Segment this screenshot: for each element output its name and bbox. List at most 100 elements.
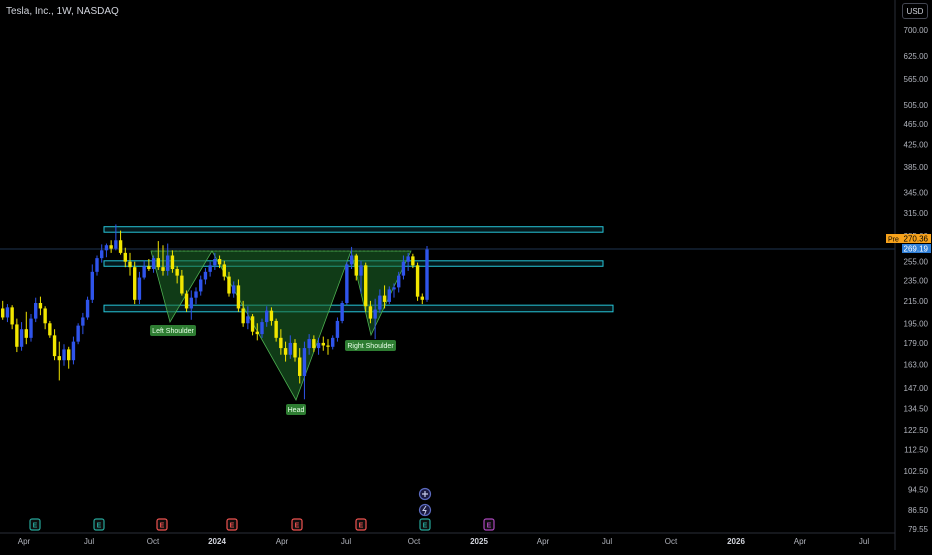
earnings-marker[interactable]: E <box>226 518 238 531</box>
candle <box>420 293 424 305</box>
earnings-marker[interactable]: E <box>29 518 41 531</box>
earnings-marker[interactable]: E <box>355 518 367 531</box>
candle <box>368 300 373 324</box>
candle <box>5 304 10 323</box>
earnings-marker[interactable]: E <box>93 518 105 531</box>
candle <box>331 335 335 350</box>
candles <box>1 224 429 400</box>
pre-price-badge: Pre 270.36 <box>886 234 931 244</box>
candle <box>189 290 193 320</box>
candle <box>71 336 76 365</box>
candle <box>109 240 113 253</box>
earnings-marker[interactable]: E <box>291 518 303 531</box>
earnings-marker[interactable]: E <box>483 518 495 531</box>
time-tick-label: Apr <box>18 537 31 546</box>
candle <box>62 344 66 366</box>
earnings-marker[interactable]: E <box>419 518 431 531</box>
currency-button[interactable]: USD <box>902 3 928 19</box>
earnings-label: E <box>33 523 38 530</box>
candle <box>147 259 151 271</box>
candle <box>114 224 118 251</box>
candle <box>166 243 170 276</box>
time-tick-label: Jul <box>84 537 94 546</box>
symbol-title: Tesla, Inc., 1W, NASDAQ <box>6 6 119 17</box>
candle <box>382 285 387 309</box>
candle <box>293 339 297 362</box>
last-price-badge: 269.19 <box>902 244 931 254</box>
earnings-label: E <box>359 523 364 530</box>
time-tick-label: Jul <box>859 537 869 546</box>
candle <box>24 311 28 345</box>
pattern-label-right-shoulder[interactable]: Right Shoulder <box>345 340 396 351</box>
price-tick-label: 700.00 <box>904 26 929 35</box>
right-shoulder-label: Right Shoulder <box>347 343 394 350</box>
candle <box>1 300 5 320</box>
candle <box>161 245 165 276</box>
time-tick-label: Jul <box>341 537 351 546</box>
earnings-label: E <box>423 523 428 530</box>
candle <box>302 341 307 400</box>
earnings-marker[interactable]: E <box>156 518 168 531</box>
candle <box>260 318 264 338</box>
price-tick-label: 102.50 <box>904 467 929 476</box>
candle <box>156 241 160 270</box>
time-tick-label: Jul <box>602 537 612 546</box>
candle <box>241 300 245 327</box>
candle <box>298 348 302 384</box>
dividend-marker[interactable] <box>418 487 432 501</box>
split-marker[interactable] <box>418 503 432 517</box>
candle <box>34 297 38 323</box>
candle <box>326 339 330 355</box>
support-resistance-zones[interactable] <box>103 226 614 313</box>
candle <box>199 275 203 296</box>
candle <box>387 286 391 305</box>
earnings-label: E <box>295 523 300 530</box>
candle <box>48 320 52 338</box>
candle <box>52 329 57 361</box>
candle <box>175 266 179 284</box>
time-tick-label: Apr <box>794 537 807 546</box>
pattern-label-head[interactable]: Head <box>286 404 306 415</box>
price-tick-label: 79.55 <box>908 525 929 534</box>
time-tick-label: Apr <box>276 537 289 546</box>
candle <box>15 318 19 353</box>
price-tick-label: 465.00 <box>904 120 929 129</box>
price-tick-label: 134.50 <box>904 404 929 413</box>
candle <box>269 307 274 326</box>
pattern-label-left-shoulder[interactable]: Left Shoulder <box>150 325 196 336</box>
candle <box>184 290 189 312</box>
candle <box>354 253 358 281</box>
price-tick-label: 86.50 <box>908 506 929 515</box>
price-tick-label: 625.00 <box>904 52 929 61</box>
candle <box>203 268 208 285</box>
candle <box>312 335 316 353</box>
candle <box>316 337 321 355</box>
candle <box>133 261 137 305</box>
price-zone-1[interactable] <box>103 226 604 233</box>
candle <box>29 314 33 342</box>
candle <box>19 322 24 351</box>
time-tick-label: Oct <box>147 537 160 546</box>
price-axis-background <box>895 0 932 550</box>
candle <box>274 318 278 342</box>
candle <box>67 346 71 369</box>
price-tick-label: 425.00 <box>904 140 929 149</box>
pre-label: Pre <box>888 237 899 244</box>
candle <box>307 334 311 355</box>
candle <box>170 250 175 273</box>
candle <box>359 260 363 294</box>
price-axis[interactable]: 700.00 625.00 565.00 505.00 465.00 425.00 385.… <box>904 26 929 534</box>
price-zone-3[interactable] <box>103 304 614 313</box>
time-tick-label: Apr <box>537 537 550 546</box>
price-tick-label: 122.50 <box>904 426 929 435</box>
earnings-label: E <box>230 523 235 530</box>
candle <box>137 271 142 305</box>
candle <box>288 335 292 359</box>
time-tick-label: Oct <box>665 537 678 546</box>
time-axis[interactable]: Apr Jul Oct 2024 Apr Jul Oct 2025 Apr Jul Oct 2026 A… <box>18 537 870 546</box>
candle <box>392 283 396 298</box>
